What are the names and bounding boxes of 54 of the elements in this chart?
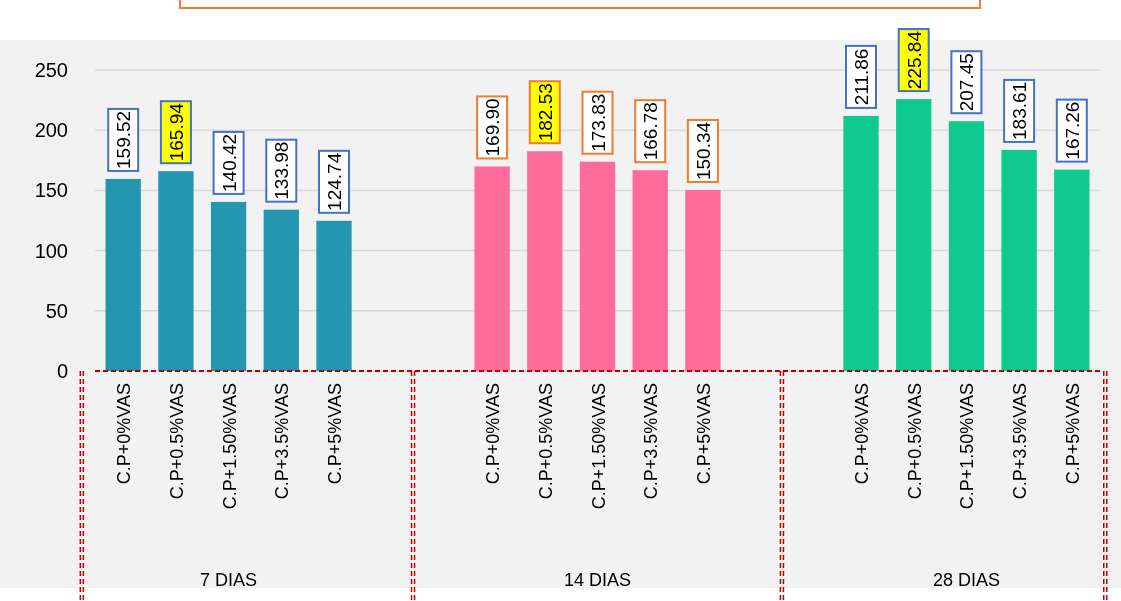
text: 133.98 xyxy=(271,141,293,200)
y-tick-label: 50 xyxy=(45,299,68,322)
x-tick-label: C.P+0%VAS xyxy=(852,383,872,485)
text: 182.53 xyxy=(534,83,556,142)
bar xyxy=(685,189,721,371)
x-tick-label: C.P+0%VAS xyxy=(483,383,504,485)
x-tick-label: C.P+1.50%VAS xyxy=(219,383,240,510)
x-tick-label: C.P+5%VAS xyxy=(1062,383,1083,485)
text: 159.52 xyxy=(113,110,135,169)
x-tick-label: C.P+3.5%VAS xyxy=(1010,383,1031,500)
bar xyxy=(527,151,563,371)
x-tick-label: C.P+5%VAS xyxy=(693,383,714,485)
bar xyxy=(843,115,879,371)
y-tick-label: 200 xyxy=(34,119,68,142)
x-tick-label: C.P+0.5%VAS xyxy=(166,383,187,500)
y-tick-label: 150 xyxy=(34,179,68,202)
text: 167.26 xyxy=(1061,101,1083,160)
text: 124.74 xyxy=(324,152,345,211)
bar xyxy=(105,178,141,371)
text: 14 DIAS xyxy=(563,570,632,590)
text: 165.94 xyxy=(165,103,187,162)
bar xyxy=(210,201,247,371)
text: 166.78 xyxy=(640,102,662,161)
bar xyxy=(316,220,352,371)
text: 173.83 xyxy=(587,93,609,152)
text: 225.84 xyxy=(903,31,925,90)
x-tick-label: C.P+0.5%VAS xyxy=(535,383,556,500)
text: 183.61 xyxy=(1009,81,1031,140)
x-tick-label: C.P+0.5%VAS xyxy=(904,383,925,500)
bar xyxy=(1001,149,1037,371)
x-tick-label: C.P+1.50%VAS xyxy=(588,383,609,510)
bar xyxy=(896,99,932,371)
y-tick-label: 100 xyxy=(34,239,68,262)
text: 169.90 xyxy=(482,98,504,157)
x-tick-label: C.P+0%VAS xyxy=(114,383,135,485)
x-tick-label: C.P+5%VAS xyxy=(325,383,345,485)
text: 211.86 xyxy=(851,48,872,106)
text: 140.42 xyxy=(218,133,240,192)
x-tick-label: C.P+1.50%VAS xyxy=(957,383,978,510)
bar xyxy=(632,170,668,371)
bar xyxy=(579,161,616,371)
y-tick-label: 0 xyxy=(56,360,68,382)
bar xyxy=(1054,169,1090,371)
x-tick-label: C.P+3.5%VAS xyxy=(272,383,293,500)
bar xyxy=(474,166,510,371)
bar xyxy=(158,171,194,371)
text: 28 DIAS xyxy=(932,570,1000,590)
text: 150.34 xyxy=(692,121,714,181)
bar xyxy=(263,209,299,371)
text: 207.45 xyxy=(956,53,978,112)
text: 7 DIAS xyxy=(200,570,258,590)
bar xyxy=(948,121,985,371)
y-tick-label: 250 xyxy=(34,59,68,81)
x-tick-label: C.P+3.5%VAS xyxy=(641,383,662,500)
